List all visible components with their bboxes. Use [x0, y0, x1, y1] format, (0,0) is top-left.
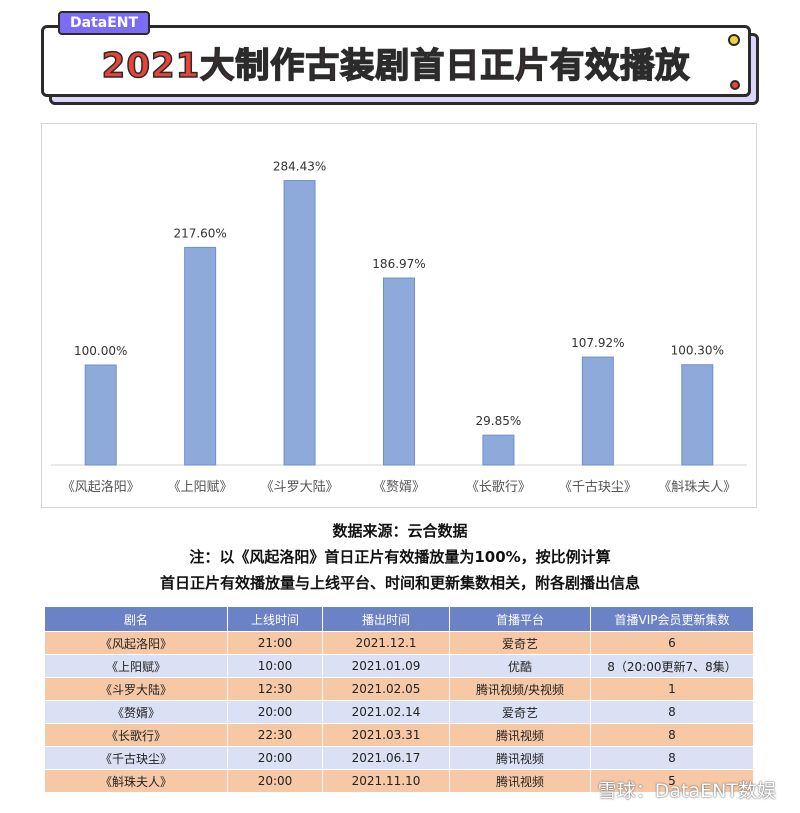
table-cell: 腾讯视频 [449, 769, 591, 793]
table-cell: 2021.06.17 [322, 746, 450, 770]
table-row: 《赘婿》 20:00 2021.02.14 爱奇艺 8 [44, 700, 754, 724]
table-row: 《风起洛阳》 21:00 2021.12.1 爱奇艺 6 [44, 631, 754, 655]
bar [283, 180, 316, 466]
data-label: 107.92% [571, 336, 624, 350]
data-label: 186.97% [372, 257, 425, 271]
page-title: 2021大制作古装剧首日正片有效播放 [101, 45, 691, 87]
data-label: 29.85% [476, 414, 522, 428]
bar-chart: 100.00% 《风起洛阳》 217.60% 《上阳赋》 284.43% 《斗罗大陆》 18… [51, 160, 747, 495]
watermark: 雪球：DataENT数娱 [597, 780, 776, 802]
source-note: 数据来源：云合数据 [332, 522, 468, 540]
bar [383, 277, 415, 466]
table-cell: 《斗罗大陆》 [44, 677, 228, 701]
bar [482, 434, 515, 466]
table-cell: 8 [590, 700, 754, 724]
category-tick-label: 《斗罗大陆》 [261, 479, 339, 495]
data-label: 217.60% [173, 226, 226, 240]
table-cell: 10:00 [227, 654, 323, 678]
table-cell: 《斛珠夫人》 [44, 769, 228, 793]
data-label: 100.30% [671, 344, 724, 358]
column-header: 播出时间 [322, 606, 450, 632]
table-cell: 1 [590, 677, 754, 701]
column-header: 上线时间 [227, 606, 323, 632]
bar [681, 364, 714, 466]
column-header: 首播平台 [449, 606, 591, 632]
bar [184, 246, 217, 466]
table-cell: 2021.11.10 [322, 769, 450, 793]
table-cell: 8 [590, 746, 754, 770]
table-cell: 8 [590, 723, 754, 747]
table-cell: 《上阳赋》 [44, 654, 228, 678]
context-note: 首日正片有效播放量与上线平台、时间和更新集数相关，附各剧播出信息 [159, 574, 640, 592]
table-row: 《斛珠夫人》 20:00 2021.11.10 腾讯视频 5 [44, 769, 754, 793]
table-cell: 21:00 [227, 631, 323, 655]
table-cell: 《风起洛阳》 [44, 631, 228, 655]
table-cell: 爱奇艺 [449, 700, 591, 724]
bar [84, 364, 117, 466]
table-row: 《斗罗大陆》 12:30 2021.02.05 腾讯视频/央视频 1 [44, 677, 754, 701]
column-header: 剧名 [44, 606, 228, 632]
table-cell: 2021.03.31 [322, 723, 450, 747]
table-row: 《千古玦尘》 20:00 2021.06.17 腾讯视频 8 [44, 746, 754, 770]
table-cell: 《千古玦尘》 [44, 746, 228, 770]
table-row: 《长歌行》 22:30 2021.03.31 腾讯视频 8 [44, 723, 754, 747]
table-cell: 6 [590, 631, 754, 655]
table-cell: 8（20:00更新7、8集） [590, 654, 754, 678]
table-cell: 《赘婿》 [44, 700, 228, 724]
broadcast-info-table: 剧名 上线时间 播出时间 首播平台 首播VIP会员更新集数 《风起洛阳》 21:0… [44, 606, 754, 793]
table-cell: 腾讯视频 [449, 723, 591, 747]
table-cell: 2021.02.05 [322, 677, 450, 701]
table-cell: 20:00 [227, 700, 323, 724]
table-cell: 5 [590, 769, 754, 793]
table-cell: 2021.12.1 [322, 631, 450, 655]
category-tick-label: 《长歌行》 [466, 480, 531, 495]
decorative-dot-icon [728, 34, 740, 46]
table-cell: 优酷 [449, 654, 591, 678]
table-cell: 爱奇艺 [449, 631, 591, 655]
brand-badge: DataENT [58, 11, 151, 35]
bar [581, 356, 614, 466]
table-header-row: 剧名 上线时间 播出时间 首播平台 首播VIP会员更新集数 [44, 606, 754, 632]
data-label: 284.43% [273, 160, 326, 174]
table-cell: 22:30 [227, 723, 323, 747]
category-tick-label: 《千古玦尘》 [559, 480, 637, 495]
title-banner: 2021大制作古装剧首日正片有效播放 [41, 25, 751, 97]
category-tick-label: 《上阳赋》 [168, 480, 233, 495]
table-row: 《上阳赋》 10:00 2021.01.09 优酷 8（20:00更新7、8集） [44, 654, 754, 678]
table-cell: 2021.02.14 [322, 700, 450, 724]
table-cell: 20:00 [227, 769, 323, 793]
table-cell: 2021.01.09 [322, 654, 450, 678]
table-cell: 《长歌行》 [44, 723, 228, 747]
category-tick-label: 《赘婿》 [373, 479, 425, 495]
table-cell: 12:30 [227, 677, 323, 701]
category-tick-label: 《风起洛阳》 [62, 480, 140, 495]
ratio-note: 注：以《风起洛阳》首日正片有效播放量为100%，按比例计算 [189, 548, 611, 566]
table-cell: 腾讯视频 [449, 746, 591, 770]
table-cell: 20:00 [227, 746, 323, 770]
column-header: 首播VIP会员更新集数 [590, 606, 754, 632]
data-label: 100.00% [74, 344, 127, 358]
category-tick-label: 《斛珠夫人》 [658, 480, 736, 495]
table-cell: 腾讯视频/央视频 [449, 677, 591, 701]
decorative-dot-icon [730, 80, 740, 90]
